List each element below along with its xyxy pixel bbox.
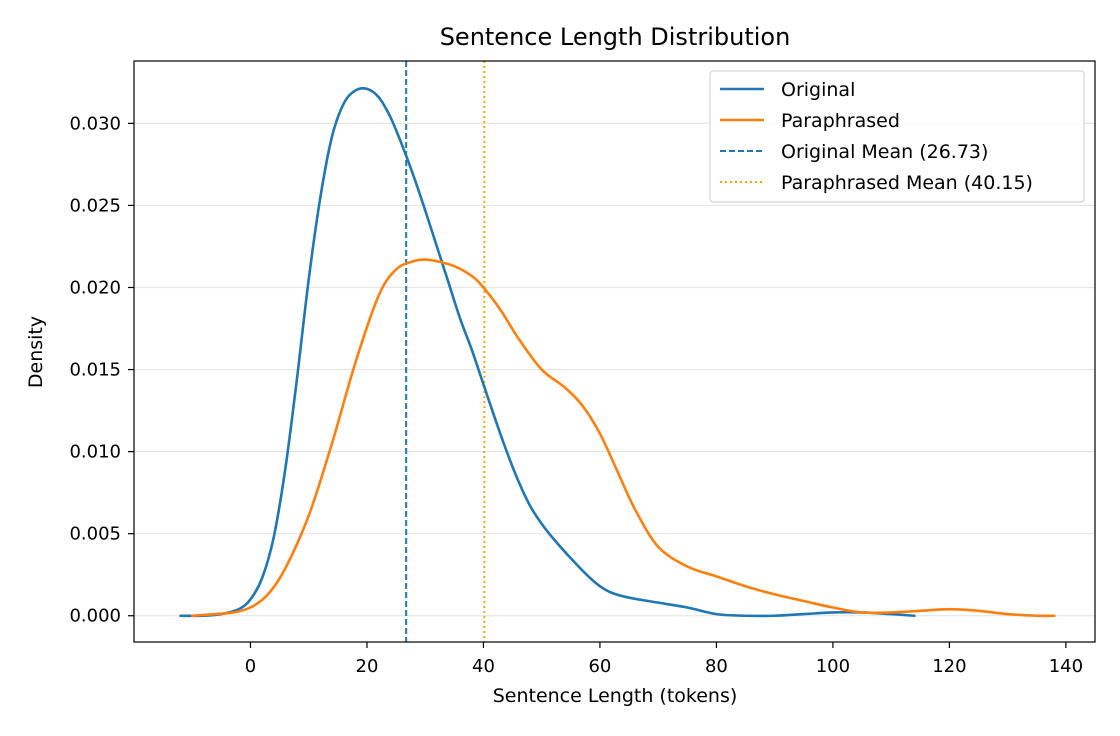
y-tick-label-4: 0.020	[69, 277, 121, 298]
x-axis-ticks: 0 20 40 60 80 100 120 140	[245, 642, 1083, 677]
chart-title: Sentence Length Distribution	[440, 23, 791, 51]
y-tick-label-3: 0.015	[69, 360, 121, 381]
x-tick-label-3: 60	[588, 656, 611, 677]
x-tick-label-4: 80	[705, 656, 728, 677]
x-tick-label-6: 120	[932, 656, 966, 677]
legend-label-original: Original	[781, 79, 855, 101]
y-axis-ticks: 0.000 0.005 0.010 0.015 0.020 0.025 0.030	[69, 113, 134, 627]
y-tick-label-5: 0.025	[69, 195, 121, 216]
grid-lines	[134, 122, 1095, 617]
x-tick-label-0: 0	[245, 656, 256, 677]
legend-label-paraphrased: Paraphrased	[781, 110, 900, 132]
series-line-original	[179, 86, 916, 618]
x-axis-label: Sentence Length (tokens)	[493, 685, 738, 707]
series-lines	[179, 86, 1056, 618]
y-tick-label-1: 0.005	[69, 524, 121, 545]
y-tick-label-0: 0.000	[69, 606, 121, 627]
x-tick-label-1: 20	[356, 656, 379, 677]
x-tick-label-5: 100	[816, 656, 850, 677]
legend: Original Paraphrased Original Mean (26.7…	[709, 70, 1085, 203]
legend-label-original-mean: Original Mean (26.73)	[781, 141, 988, 163]
y-tick-label-2: 0.010	[69, 442, 121, 463]
y-tick-label-6: 0.030	[69, 113, 121, 134]
x-tick-label-2: 40	[472, 656, 495, 677]
y-axis-label: Density	[25, 316, 47, 388]
series-line-paraphrased	[190, 258, 1056, 618]
x-tick-label-7: 140	[1049, 656, 1083, 677]
plot-area-frame	[133, 60, 1096, 643]
legend-box	[709, 70, 1085, 203]
legend-label-paraphrased-mean: Paraphrased Mean (40.15)	[781, 172, 1033, 194]
mean-reference-lines	[405, 61, 486, 642]
